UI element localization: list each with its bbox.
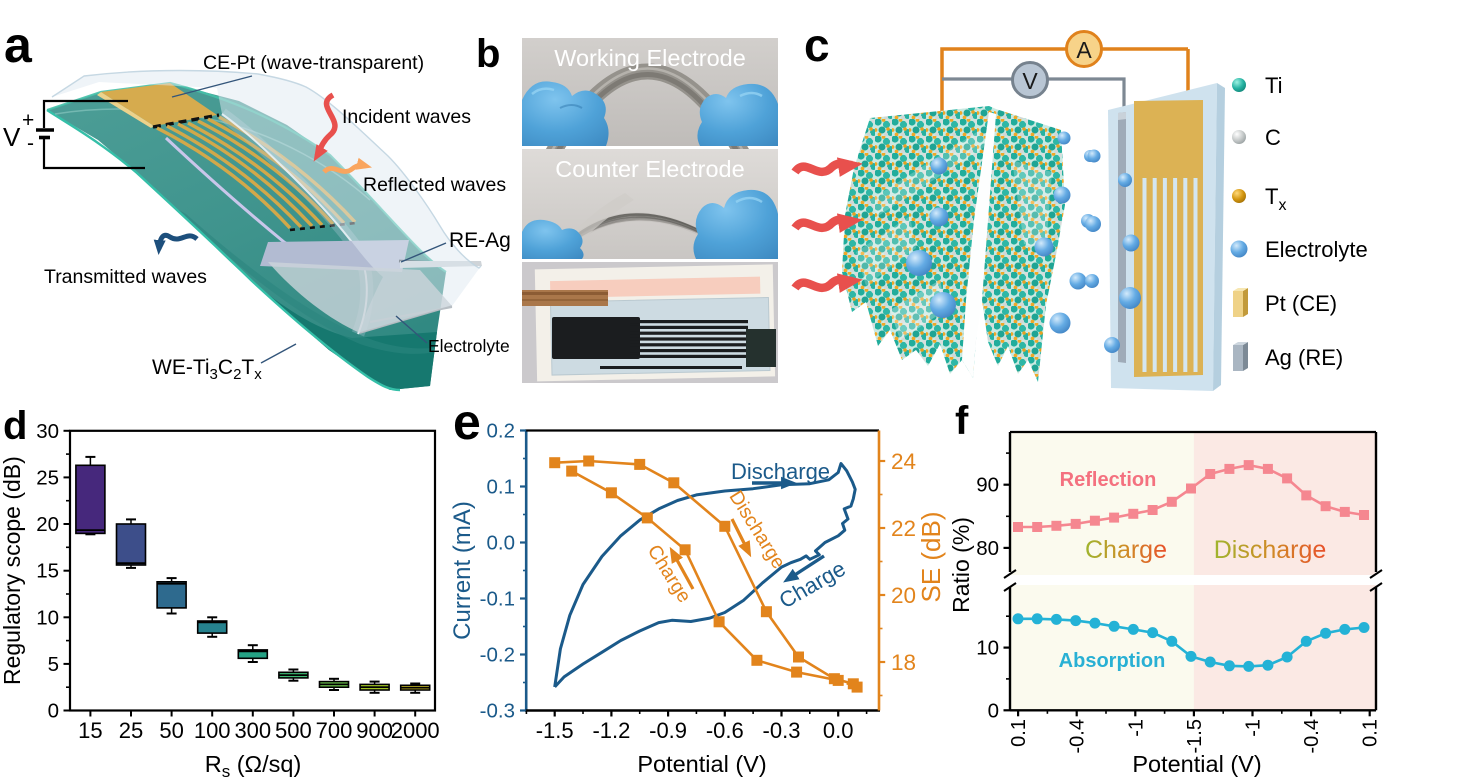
svg-text:-0.3: -0.3 [763, 718, 801, 743]
svg-text:25: 25 [36, 466, 59, 489]
svg-text:-1: -1 [1125, 719, 1147, 737]
svg-text:Reflected waves: Reflected waves [363, 174, 506, 196]
svg-text:0.1: 0.1 [1360, 719, 1382, 747]
svg-text:-1.5: -1.5 [1184, 719, 1206, 753]
svg-text:-0.1: -0.1 [480, 588, 515, 611]
svg-text:-0.4: -0.4 [1067, 719, 1089, 753]
svg-text:Transmitted waves: Transmitted waves [44, 266, 207, 288]
svg-text:30: 30 [36, 420, 59, 443]
svg-text:-1.5: -1.5 [536, 718, 574, 743]
svg-text:90: 90 [976, 474, 999, 497]
svg-text:V: V [1022, 68, 1038, 94]
svg-text:20: 20 [891, 583, 916, 608]
svg-text:Regulatory scope (dB): Regulatory scope (dB) [0, 456, 25, 685]
svg-text:Pt (CE): Pt (CE) [1265, 291, 1337, 316]
svg-text:Incident waves: Incident waves [342, 106, 471, 128]
svg-text:Potential (V): Potential (V) [1132, 751, 1261, 777]
svg-text:10: 10 [36, 606, 59, 629]
svg-text:Current (mA): Current (mA) [449, 501, 476, 640]
svg-text:Ratio (%): Ratio (%) [948, 517, 974, 613]
svg-text:700: 700 [316, 718, 353, 743]
svg-text:-0.2: -0.2 [480, 644, 515, 667]
svg-text:Discharge: Discharge [1214, 536, 1327, 564]
svg-text:-1.2: -1.2 [592, 718, 630, 743]
svg-text:Ti: Ti [1265, 73, 1283, 98]
svg-text:+: + [22, 109, 34, 132]
svg-text:Absorption: Absorption [1059, 650, 1166, 672]
svg-text:500: 500 [275, 718, 312, 743]
svg-text:Tx: Tx [1265, 184, 1286, 214]
svg-text:5: 5 [48, 653, 59, 676]
svg-text:-1: -1 [1243, 719, 1265, 737]
svg-text:0.1: 0.1 [487, 476, 516, 499]
svg-text:Electrolyte: Electrolyte [1265, 237, 1368, 262]
svg-text:15: 15 [78, 718, 102, 743]
svg-text:18: 18 [891, 650, 916, 675]
svg-text:Ag (RE): Ag (RE) [1265, 345, 1343, 370]
svg-text:10: 10 [976, 637, 999, 660]
svg-text:2000: 2000 [391, 718, 440, 743]
svg-text:Rs (Ω/sq): Rs (Ω/sq) [205, 751, 302, 779]
svg-text:CE-Pt (wave-transparent): CE-Pt (wave-transparent) [203, 52, 424, 74]
svg-text:RE-Ag: RE-Ag [449, 229, 511, 252]
svg-text:V: V [3, 122, 21, 152]
svg-text:Discharge: Discharge [731, 459, 830, 484]
svg-text:24: 24 [891, 449, 916, 474]
svg-text:15: 15 [36, 560, 59, 583]
svg-text:Working Electrode: Working Electrode [554, 45, 746, 71]
svg-text:-0.3: -0.3 [480, 700, 515, 723]
svg-text:C: C [1265, 125, 1281, 150]
svg-text:0.2: 0.2 [487, 420, 516, 443]
svg-text:900: 900 [356, 718, 393, 743]
svg-text:0: 0 [48, 700, 59, 723]
svg-text:50: 50 [159, 718, 183, 743]
svg-text:Reflection: Reflection [1060, 469, 1157, 491]
svg-text:Electrolyte: Electrolyte [428, 336, 510, 356]
svg-text:20: 20 [36, 513, 59, 536]
svg-text:WE-Ti3C2Tx: WE-Ti3C2Tx [152, 356, 262, 383]
svg-text:22: 22 [891, 516, 916, 541]
svg-text:-: - [27, 132, 34, 155]
svg-text:A: A [1076, 37, 1092, 63]
svg-text:25: 25 [119, 718, 143, 743]
svg-text:Potential (V): Potential (V) [637, 751, 766, 777]
svg-text:SE (dB): SE (dB) [916, 511, 946, 602]
svg-text:Discharge: Discharge [724, 487, 789, 573]
svg-text:0.0: 0.0 [487, 532, 516, 555]
svg-text:Counter Electrode: Counter Electrode [555, 156, 744, 182]
svg-text:0: 0 [988, 699, 999, 722]
svg-text:-0.9: -0.9 [649, 718, 687, 743]
svg-text:80: 80 [976, 537, 999, 560]
svg-text:0.1: 0.1 [1008, 719, 1030, 747]
svg-text:100: 100 [194, 718, 231, 743]
svg-text:-0.6: -0.6 [706, 718, 744, 743]
svg-text:300: 300 [234, 718, 271, 743]
svg-text:0.0: 0.0 [823, 718, 854, 743]
svg-text:-0.4: -0.4 [1301, 719, 1323, 753]
svg-text:Charge: Charge [1085, 536, 1167, 564]
